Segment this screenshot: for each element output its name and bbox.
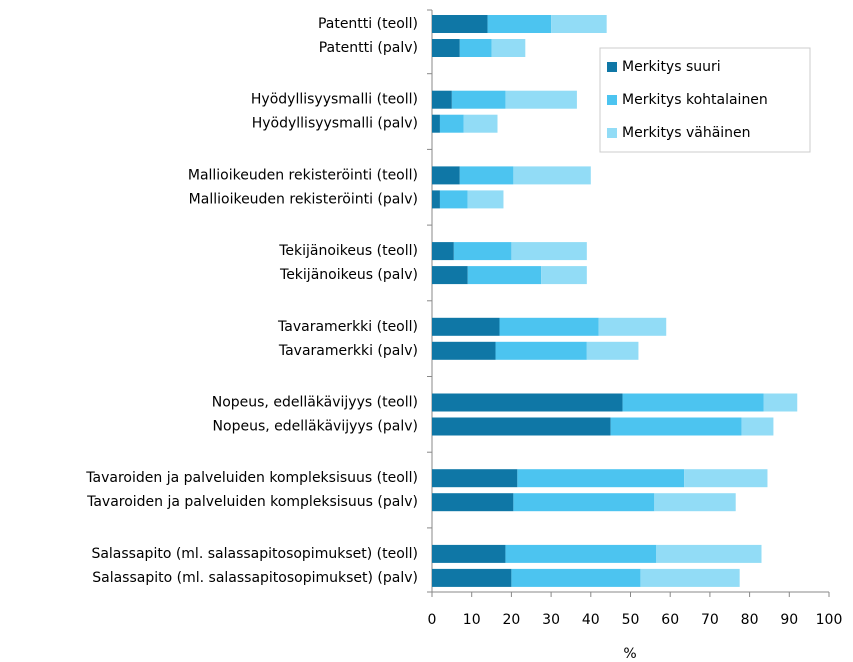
x-tick-label: 10	[463, 612, 481, 628]
bar-segment	[432, 90, 452, 109]
bar-segment	[741, 417, 774, 436]
y-tick-label: Nopeus, edelläkävijyys (teoll)	[212, 395, 418, 411]
bar-segment	[432, 393, 623, 412]
bar-segment	[513, 493, 655, 512]
bar-segment	[467, 190, 504, 209]
legend-label: Merkitys kohtalainen	[622, 92, 768, 108]
bar-segment	[439, 190, 468, 209]
x-tick-label: 50	[622, 612, 640, 628]
bar-segment	[432, 166, 460, 185]
bar-segment	[499, 317, 599, 336]
bar-segment	[511, 242, 587, 261]
legend-label: Merkitys vähäinen	[622, 125, 751, 141]
y-tick-label: Tavaramerkki (teoll)	[277, 319, 418, 335]
bar-segment	[432, 266, 468, 285]
bar-segment	[684, 469, 768, 488]
bar-segment	[432, 417, 611, 436]
y-tick-label: Salassapito (ml. salassapitosopimukset) …	[92, 570, 418, 586]
bar-segment	[654, 493, 736, 512]
bar-segment	[513, 166, 591, 185]
bar-segment	[763, 393, 798, 412]
y-tick-label: Mallioikeuden rekisteröinti (teoll)	[188, 167, 418, 183]
x-tick-label: 40	[582, 612, 600, 628]
bar-segment	[459, 166, 514, 185]
y-tick-label: Salassapito (ml. salassapitosopimukset) …	[91, 546, 418, 562]
legend-swatch	[607, 128, 617, 138]
bar-segment	[517, 469, 685, 488]
bar-segment	[451, 90, 506, 109]
x-axis-label: %	[623, 646, 636, 662]
bar-segment	[487, 15, 552, 33]
y-tick-label: Tavaroiden ja palveluiden kompleksisuus …	[86, 494, 418, 510]
bar-segment	[432, 568, 512, 587]
y-tick-label: Patentti (teoll)	[318, 16, 418, 32]
x-tick-label: 80	[741, 612, 759, 628]
bar-segment	[505, 544, 657, 563]
legend-box	[599, 47, 811, 153]
y-tick-label: Nopeus, edelläkävijyys (palv)	[213, 419, 418, 435]
bar-segment	[610, 417, 742, 436]
bar-segment	[432, 493, 514, 512]
bar-segment	[459, 39, 492, 57]
bar-segment	[432, 544, 506, 563]
bar-segment	[505, 90, 577, 109]
bar-segment	[467, 266, 542, 285]
bar-segment	[432, 341, 496, 360]
x-tick-label: 90	[780, 612, 798, 628]
bar-segment	[432, 190, 440, 209]
bar-segment	[463, 114, 498, 133]
bar-segment	[432, 317, 500, 336]
bar-segment	[432, 242, 454, 261]
legend-label: Merkitys suuri	[622, 59, 721, 75]
y-tick-label: Hyödyllisyysmalli (palv)	[252, 116, 418, 132]
x-tick-label: 70	[701, 612, 719, 628]
y-tick-label: Tavaroiden ja palveluiden kompleksisuus …	[85, 470, 418, 486]
x-tick-label: 100	[816, 612, 843, 628]
y-tick-label: Hyödyllisyysmalli (teoll)	[251, 92, 418, 108]
x-tick-label: 0	[428, 612, 437, 628]
bar-segment	[432, 114, 440, 133]
x-tick-label: 60	[661, 612, 679, 628]
bar-segment	[453, 242, 512, 261]
bar-segment	[656, 544, 762, 563]
bar-segment	[491, 39, 526, 57]
y-tick-label: Tekijänoikeus (teoll)	[278, 243, 418, 259]
bar-segment	[622, 393, 764, 412]
x-tick-label: 20	[502, 612, 520, 628]
bar-segment	[432, 469, 518, 488]
legend-swatch	[607, 62, 617, 72]
y-tick-label: Tavaramerkki (palv)	[278, 343, 418, 359]
bar-segment	[598, 317, 667, 336]
bar-segment	[439, 114, 464, 133]
bar-segment	[551, 15, 607, 33]
bar-segment	[640, 568, 740, 587]
bar-segment	[432, 39, 460, 57]
y-tick-label: Patentti (palv)	[319, 40, 418, 56]
bar-segment	[511, 568, 641, 587]
x-tick-label: 30	[542, 612, 560, 628]
y-tick-label: Tekijänoikeus (palv)	[279, 267, 418, 283]
bar-segment	[586, 341, 639, 360]
legend-swatch	[607, 95, 617, 105]
bar-segment	[432, 15, 488, 33]
bar-segment	[541, 266, 587, 285]
y-tick-label: Mallioikeuden rekisteröinti (palv)	[189, 191, 418, 207]
bar-segment	[495, 341, 587, 360]
